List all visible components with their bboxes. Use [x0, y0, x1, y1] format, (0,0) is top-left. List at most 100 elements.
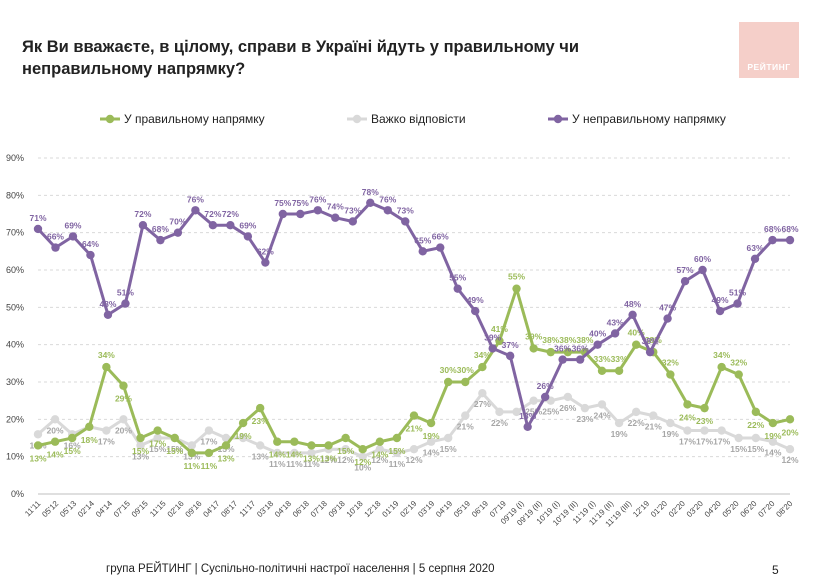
- data-point-hard: [290, 448, 299, 458]
- y-axis: 0% 10% 20% 30% 40% 50% 60% 70% 80% 90%: [6, 153, 24, 499]
- legend-swatch-marker: [105, 114, 115, 124]
- data-label-hard: 24%: [593, 410, 610, 420]
- data-label-hard: 19%: [662, 429, 679, 439]
- data-point-right: [495, 336, 504, 346]
- data-label-hard: 15%: [166, 444, 183, 454]
- data-label-wrong: 63%: [747, 243, 764, 253]
- data-point-hard: [529, 396, 538, 405]
- data-label-hard: 27%: [474, 399, 491, 409]
- data-point-hard: [255, 441, 265, 450]
- data-label-hard: 12%: [371, 455, 388, 465]
- data-point-hard: [136, 441, 145, 450]
- data-point-right: [409, 411, 419, 420]
- legend-label: Важко відповісти: [371, 112, 466, 126]
- data-label-wrong: 75%: [274, 198, 291, 208]
- x-tick-label: 03'18: [255, 499, 275, 519]
- data-label-hard: 20%: [47, 425, 64, 435]
- data-point-wrong: [523, 422, 532, 431]
- data-label-wrong: 68%: [152, 224, 169, 234]
- data-point-wrong: [226, 221, 235, 230]
- data-point-right: [666, 370, 675, 379]
- data-label-right: 38%: [559, 335, 576, 345]
- data-label-wrong: 51%: [117, 288, 134, 298]
- data-label-hard: 13%: [132, 451, 149, 461]
- x-tick-label: 12'19: [631, 499, 651, 519]
- data-label-hard: 12%: [337, 455, 354, 465]
- data-label-right: 18%: [81, 435, 98, 445]
- y-tick-label: 70%: [6, 228, 24, 238]
- data-point-right: [85, 422, 94, 431]
- data-point-right: [273, 437, 282, 446]
- data-label-right: 30%: [440, 365, 457, 375]
- data-point-hard: [119, 415, 128, 424]
- x-tick-label: 08'17: [219, 499, 239, 519]
- legend-swatch-marker: [352, 114, 362, 124]
- data-label-right: 15%: [166, 446, 183, 456]
- y-tick-label: 40%: [6, 340, 24, 350]
- data-label-right: 34%: [98, 350, 115, 360]
- data-point-hard: [631, 407, 641, 417]
- data-point-wrong: [540, 392, 550, 402]
- x-tick-label: 02'20: [667, 499, 687, 519]
- data-point-wrong: [628, 310, 637, 319]
- x-tick-label: 02'14: [76, 499, 96, 519]
- x-tick-label: 06'18: [291, 499, 311, 519]
- data-label-wrong: 70%: [169, 217, 186, 227]
- data-point-wrong: [453, 284, 462, 293]
- data-point-hard: [734, 433, 743, 443]
- data-label-wrong: 65%: [414, 235, 431, 245]
- data-point-wrong: [348, 217, 357, 226]
- data-point-wrong: [593, 340, 602, 349]
- data-label-hard: 16%: [64, 440, 81, 450]
- data-point-right: [443, 377, 453, 387]
- data-label-hard: 14%: [764, 448, 781, 458]
- data-label-right: 38%: [576, 335, 593, 345]
- x-tick-label: 11'17: [238, 499, 258, 519]
- data-label-wrong: 74%: [327, 202, 344, 212]
- legend-label: У правильному напрямку: [124, 112, 265, 126]
- data-label-hard: 11%: [286, 459, 303, 469]
- data-label-hard: 21%: [645, 422, 662, 432]
- data-label-right: 15%: [388, 446, 405, 456]
- data-point-hard: [512, 407, 521, 417]
- data-point-hard: [768, 437, 778, 446]
- data-label-right: 30%: [457, 365, 474, 375]
- data-label-hard: 17%: [713, 437, 730, 447]
- data-point-hard: [666, 418, 675, 428]
- data-label-wrong: 26%: [537, 381, 554, 391]
- x-tick-label: 03'20: [685, 499, 705, 519]
- data-point-wrong: [645, 347, 655, 357]
- data-label-hard: 11%: [303, 459, 320, 469]
- data-label-wrong: 60%: [694, 254, 711, 264]
- data-label-wrong: 48%: [624, 299, 641, 309]
- data-point-hard: [683, 426, 692, 435]
- data-label-right: 32%: [730, 358, 747, 368]
- data-point-wrong: [366, 198, 375, 207]
- x-tick-label: 04'19: [434, 499, 454, 519]
- data-label-hard: 12%: [405, 455, 422, 465]
- data-label-right: 40%: [628, 328, 645, 338]
- data-label-right: 34%: [474, 350, 491, 360]
- data-point-wrong: [68, 232, 78, 241]
- data-label-wrong: 18%: [519, 411, 536, 421]
- data-point-hard: [187, 441, 197, 450]
- data-label-hard: 15%: [440, 444, 457, 454]
- data-point-right: [221, 441, 231, 450]
- data-label-hard: 10%: [354, 463, 371, 473]
- data-label-right: 19%: [235, 431, 252, 441]
- data-point-right: [170, 433, 179, 443]
- data-label-wrong: 68%: [764, 224, 781, 234]
- data-point-right: [631, 340, 641, 349]
- data-point-wrong: [680, 277, 690, 286]
- data-label-right: 32%: [662, 358, 679, 368]
- y-tick-label: 20%: [6, 414, 24, 424]
- x-axis: 11'1105'1205'1302'1404'1407'1509'1511'15…: [23, 499, 795, 529]
- data-label-right: 20%: [781, 427, 798, 437]
- data-label-right: 24%: [679, 412, 696, 422]
- y-tick-label: 60%: [6, 265, 24, 275]
- data-point-hard: [33, 430, 43, 439]
- x-tick-label: 11'11: [23, 499, 43, 519]
- data-label-right: 14%: [371, 450, 388, 460]
- logo-text: РЕЙТИНГ: [747, 62, 791, 72]
- data-label-wrong: 49%: [712, 295, 729, 305]
